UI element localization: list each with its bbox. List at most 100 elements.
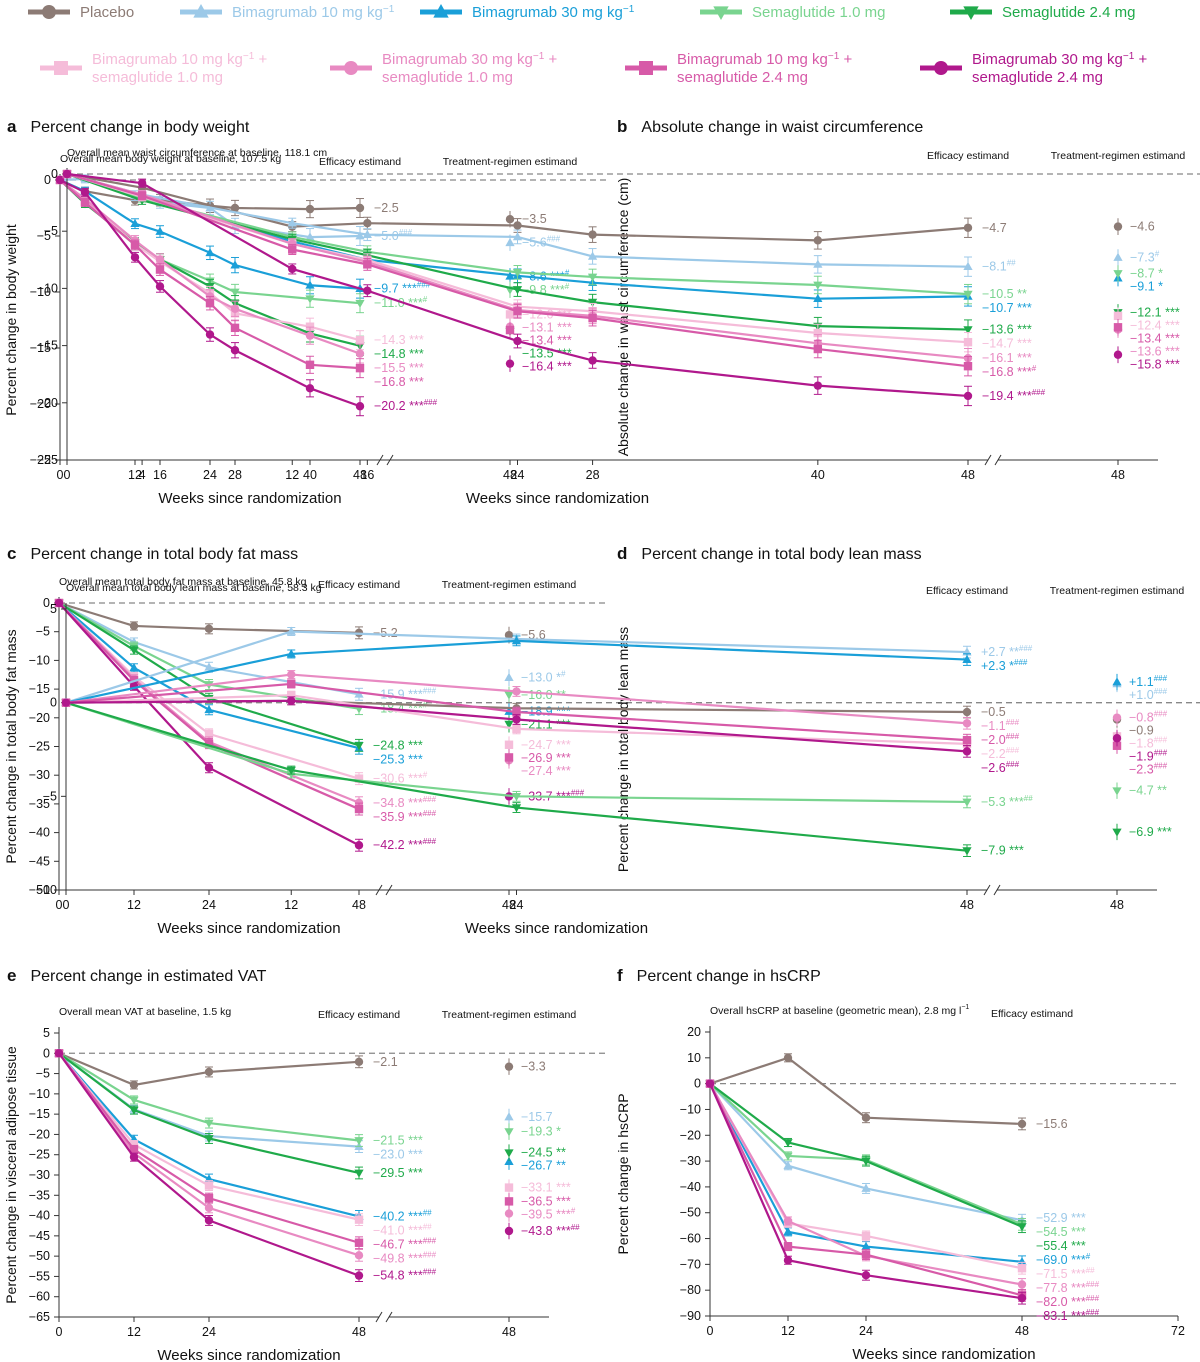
treatment-regimen-point-sema24 (504, 1144, 514, 1161)
series-line (58, 1052, 360, 1257)
panel-a-body-weight: a Percent change in body weight Overall me… (0, 108, 610, 518)
data-point (287, 679, 296, 689)
data-point (963, 326, 973, 335)
legend-marker-triangle-down (713, 6, 729, 21)
axis-break-mark (983, 884, 991, 896)
endpoint-label-b30s1: −34.8 ***### (373, 795, 437, 810)
data-point (505, 215, 515, 224)
y-tick-label: −20 (29, 711, 50, 725)
endpoint-label-b30s24: −83.1 ***### (1036, 1308, 1100, 1323)
data-point (355, 349, 365, 358)
legend-item-b30s24: Bimagrumab 30 mg kg−1 +semaglutide 2.4 m… (920, 51, 1147, 86)
data-point (287, 696, 296, 705)
treatment-regimen-label-b10s24: −2.3### (1129, 762, 1168, 777)
y-tick-label: −80 (680, 1283, 701, 1297)
y-tick-label: −60 (680, 1232, 701, 1246)
data-point (962, 735, 972, 745)
axis-break-mark (994, 454, 1002, 466)
treatment-regimen-label-b30s1: −0.8### (1129, 710, 1168, 725)
data-point (504, 740, 514, 749)
series-line (709, 1083, 1023, 1286)
y-tick-label: 20 (687, 1025, 701, 1039)
data-point (137, 178, 147, 188)
x-tick-label: 72 (1171, 1324, 1185, 1338)
y-tick-label: 0 (43, 596, 50, 610)
series-line (66, 172, 969, 368)
legend-item-b30s1: Bimagrumab 30 mg kg−1 +semaglutide 1.0 m… (330, 51, 557, 86)
data-point (355, 231, 365, 240)
data-point (354, 804, 364, 814)
series-line (66, 172, 969, 360)
data-point (504, 1149, 514, 1158)
panel-f-hscrp: f Percent change in hsCRP Overall hsCRP at… (600, 957, 1200, 1362)
y-tick-label: −30 (29, 1168, 50, 1182)
data-point (963, 361, 973, 371)
x-tick-label: 48 (503, 468, 517, 482)
endpoint-label-bim10: +2.7 **### (981, 644, 1033, 659)
data-point (1113, 252, 1123, 261)
data-point (783, 1160, 793, 1170)
panel-title: f Percent change in hsCRP (617, 966, 821, 985)
data-point (1112, 787, 1122, 796)
endpoint-label-bim10: −23.0 *** (373, 1148, 423, 1162)
y-tick-label: −10 (36, 883, 57, 897)
data-point (230, 323, 240, 333)
y-tick-label: −10 (29, 1087, 50, 1101)
legend-marker-triangle-up (433, 3, 449, 18)
data-point (130, 253, 140, 262)
data-point (1112, 828, 1122, 837)
series-sema24 (61, 699, 972, 857)
endpoint-label-bim30: −10.7 *** (982, 301, 1032, 315)
endpoint-label-b10s1: −41.0 ***## (373, 1222, 432, 1237)
x-tick-label: 24 (202, 898, 216, 912)
data-point (962, 654, 972, 663)
panel-e-svg: e Percent change in estimated VAT Overall … (3, 966, 609, 1362)
data-point (305, 360, 315, 369)
endpoint-label-sema24: −29.5 *** (373, 1166, 423, 1180)
endpoint-label-sema24: −7.9 *** (981, 844, 1024, 858)
treatment-regimen-point-placebo (504, 1058, 514, 1075)
data-point (354, 1169, 364, 1178)
x-axis-label: Weeks since randomization (466, 490, 649, 507)
treatment-regimen-label-b10s24: −13.4 *** (1130, 331, 1180, 345)
data-point (54, 1049, 64, 1058)
y-tick-label: −40 (29, 1209, 50, 1223)
y-tick-label: 10 (687, 1051, 701, 1065)
efficacy-estimand-label: Efficacy estimand (927, 150, 1009, 162)
x-tick-label: 48 (353, 468, 367, 482)
data-point (205, 330, 215, 339)
treatment-regimen-label-b10s24: −13.4 *** (522, 333, 572, 347)
data-point (204, 704, 214, 714)
series-line (709, 1056, 1023, 1126)
endpoint-label-bim30: +2.3 *### (981, 658, 1028, 673)
data-point (355, 402, 365, 411)
y-tick-label: −50 (680, 1206, 701, 1220)
data-point (305, 204, 315, 214)
data-point (504, 1112, 514, 1121)
treatment-regimen-point-sema1 (505, 281, 515, 298)
data-point (363, 286, 372, 295)
axis-break-mark (984, 454, 992, 466)
y-axis-label: Percent change in body weight (3, 224, 19, 416)
legend-label: Semaglutide 1.0 mg (752, 4, 885, 21)
data-point (813, 236, 823, 245)
treatment-regimen-label-placebo: −3.5 (522, 212, 547, 226)
data-point (705, 1079, 715, 1088)
treatment-regimen-label-sema24: −12.1 *** (1130, 305, 1180, 319)
data-point (963, 290, 973, 299)
data-point (861, 1250, 871, 1259)
data-point (513, 336, 522, 346)
treatment-regimen-label-b30s1: −13.6 *** (1130, 344, 1180, 358)
treatment-regimen-point-sema1 (504, 686, 514, 704)
data-point (963, 261, 973, 271)
x-tick-label: 48 (352, 1325, 366, 1339)
endpoint-label-sema1: −5.3 ***## (981, 794, 1033, 809)
treatment-regimen-estimand-label: Treatment-regimen estimand (442, 1009, 577, 1021)
endpoint-label-sema24: −55.4 *** (1036, 1239, 1086, 1253)
data-point (129, 621, 139, 631)
endpoint-label-b30s24: −2.6### (981, 760, 1020, 775)
data-point (861, 1157, 871, 1166)
data-point (505, 359, 515, 368)
x-axis-label: Weeks since randomization (158, 490, 341, 507)
y-axis-label: Percent change in total body lean mass (615, 627, 631, 872)
